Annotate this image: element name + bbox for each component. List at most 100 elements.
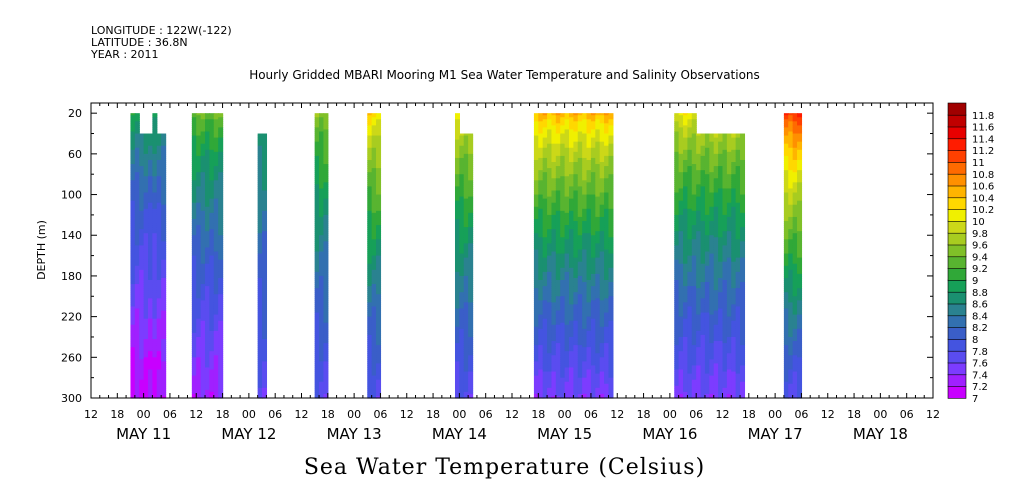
colorbar-swatch xyxy=(947,138,967,151)
x-hour-label: 12 xyxy=(400,408,414,421)
x-hour-label: 12 xyxy=(84,408,98,421)
colorbar-label: 7 xyxy=(972,394,978,405)
y-tick-label: 100 xyxy=(61,189,82,202)
colorbar-swatch xyxy=(947,315,967,328)
colorbar-swatch xyxy=(947,220,967,234)
x-hour-label: 00 xyxy=(873,408,887,421)
colorbar-swatch xyxy=(947,102,967,116)
x-hour-label: 18 xyxy=(426,408,440,421)
colorbar-swatch xyxy=(947,114,967,128)
x-hour-label: 12 xyxy=(505,408,519,421)
colorbar-label: 9.8 xyxy=(972,229,988,240)
x-hour-label: 06 xyxy=(479,408,493,421)
x-hour-label: 06 xyxy=(268,408,282,421)
longitude-label: LONGITUDE : 122W(-122) xyxy=(91,24,232,37)
x-hour-label: 00 xyxy=(663,408,677,421)
x-date-label: MAY 12 xyxy=(221,425,276,443)
x-hour-label: 12 xyxy=(821,408,835,421)
x-date-label: MAY 17 xyxy=(748,425,803,443)
colorbar-swatch xyxy=(947,173,967,187)
x-hour-label: 00 xyxy=(137,408,151,421)
colorbar-label: 11.8 xyxy=(972,111,994,122)
y-tick-label: 140 xyxy=(61,229,82,242)
year-label: YEAR : 2011 xyxy=(91,48,159,61)
colorbar-swatch xyxy=(947,244,967,258)
data-field xyxy=(130,113,803,399)
colorbar-title: Sea Water Temperature (Celsius) xyxy=(303,455,706,480)
colorbar-swatch xyxy=(947,374,967,387)
colorbar-label: 9.4 xyxy=(972,252,988,263)
colorbar-swatch xyxy=(947,291,967,305)
colorbar-swatch xyxy=(947,279,967,293)
x-hour-label: 00 xyxy=(242,408,256,421)
colorbar-swatch xyxy=(947,350,967,364)
colorbar-swatch xyxy=(947,197,967,210)
colorbar-label: 10 xyxy=(972,217,985,228)
x-date-label: MAY 14 xyxy=(432,425,487,443)
colorbar-label: 8 xyxy=(972,335,978,346)
x-hour-label: 06 xyxy=(584,408,598,421)
colorbar-label: 8.8 xyxy=(972,288,988,299)
colorbar-swatch xyxy=(947,126,967,140)
x-hour-label: 18 xyxy=(531,408,545,421)
colorbar-swatch xyxy=(947,161,967,175)
x-hour-label: 00 xyxy=(347,408,361,421)
colorbar-swatch xyxy=(947,385,967,399)
colorbar-label: 8.2 xyxy=(972,323,988,334)
x-hour-label: 12 xyxy=(189,408,203,421)
x-hour-label: 18 xyxy=(321,408,335,421)
colorbar-label: 10.6 xyxy=(972,182,994,193)
colorbar-label: 9.6 xyxy=(972,241,988,252)
y-tick-label: 220 xyxy=(61,311,82,324)
x-hour-label: 06 xyxy=(900,408,914,421)
latitude-label: LATITUDE : 36.8N xyxy=(91,36,188,49)
colorbar-swatch xyxy=(947,326,967,340)
x-hour-label: 00 xyxy=(558,408,572,421)
y-axis-label: DEPTH (m) xyxy=(35,220,48,280)
colorbar-swatch xyxy=(947,256,967,269)
x-date-label: MAY 15 xyxy=(537,425,592,443)
colorbar-swatch xyxy=(947,338,967,352)
colorbar-label: 7.2 xyxy=(972,382,988,393)
x-hour-label: 12 xyxy=(610,408,624,421)
colorbar-label: 10.2 xyxy=(972,205,994,216)
colorbar-label: 8.6 xyxy=(972,300,988,311)
x-hour-label: 06 xyxy=(689,408,703,421)
colorbar-label: 10.4 xyxy=(972,193,994,204)
colorbar-swatch xyxy=(947,185,967,199)
x-hour-label: 12 xyxy=(295,408,309,421)
x-hour-label: 18 xyxy=(110,408,124,421)
x-date-label: MAY 18 xyxy=(853,425,908,443)
colorbar-label: 7.8 xyxy=(972,347,988,358)
x-hour-label: 18 xyxy=(847,408,861,421)
x-hour-label: 06 xyxy=(373,408,387,421)
y-tick-label: 180 xyxy=(61,270,82,283)
x-date-label: MAY 11 xyxy=(116,425,171,443)
x-date-label: MAY 16 xyxy=(642,425,697,443)
colorbar-swatch xyxy=(947,208,967,222)
x-hour-label: 06 xyxy=(163,408,177,421)
colorbar-swatch xyxy=(947,362,967,376)
y-tick-label: 20 xyxy=(68,107,82,120)
y-tick-label: 260 xyxy=(61,351,82,364)
colorbar-swatch xyxy=(947,303,967,317)
colorbar-label: 9 xyxy=(972,276,978,287)
x-hour-label: 12 xyxy=(926,408,940,421)
x-hour-label: 00 xyxy=(452,408,466,421)
colorbar-label: 7.6 xyxy=(972,359,988,370)
x-hour-label: 18 xyxy=(637,408,651,421)
colorbar-swatch xyxy=(947,232,967,246)
colorbar-label: 11.2 xyxy=(972,146,994,157)
x-hour-label: 12 xyxy=(716,408,730,421)
x-hour-label: 06 xyxy=(794,408,808,421)
x-hour-label: 18 xyxy=(742,408,756,421)
colorbar-label: 10.8 xyxy=(972,170,994,181)
colorbar-swatch xyxy=(947,267,967,281)
x-date-label: MAY 13 xyxy=(327,425,382,443)
colorbar-label: 7.4 xyxy=(972,370,988,381)
colorbar-label: 9.2 xyxy=(972,264,988,275)
colorbar-swatch xyxy=(947,149,967,163)
colorbar-label: 11.4 xyxy=(972,134,994,145)
colorbar-label: 11.6 xyxy=(972,123,994,134)
